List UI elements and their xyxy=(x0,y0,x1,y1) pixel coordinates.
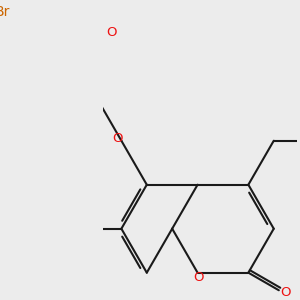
Text: O: O xyxy=(280,286,291,298)
Text: O: O xyxy=(106,26,117,39)
Text: O: O xyxy=(112,132,122,145)
Text: O: O xyxy=(193,271,204,284)
Text: Br: Br xyxy=(0,5,11,19)
